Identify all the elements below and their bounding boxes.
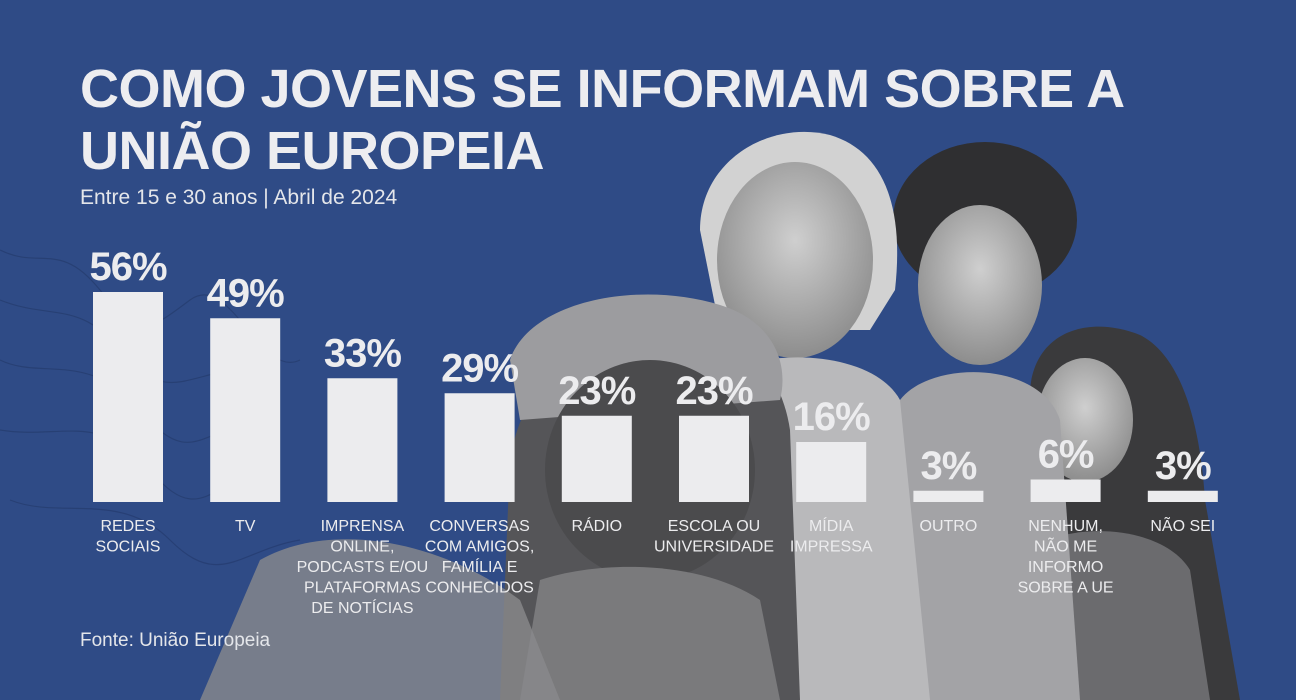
value-label-0: 56% xyxy=(89,245,166,289)
title-line-2: UNIÃO EUROPEIA xyxy=(80,121,545,181)
value-label-1: 49% xyxy=(207,271,284,315)
category-label-2-line-2: PODCASTS E/OU xyxy=(297,559,429,576)
category-label-0: REDES SOCIAIS xyxy=(96,518,161,556)
category-label-3-line-2: FAMÍLIA E xyxy=(442,557,518,576)
value-label-2: 33% xyxy=(324,331,401,375)
category-label-6: MÍDIA IMPRESSA xyxy=(790,516,873,556)
category-label-3-line-0: CONVERSAS xyxy=(429,518,529,535)
category-label-7: OUTRO xyxy=(920,518,978,535)
category-label-3: CONVERSAS COM AMIGOS, FAMÍLIA E CONHECIDOS xyxy=(425,518,534,597)
chart-subtitle: Entre 15 e 30 anos | Abril de 2024 xyxy=(80,186,398,209)
category-label-0-line-0: REDES xyxy=(100,518,155,535)
value-label-9: 3% xyxy=(1155,444,1211,488)
category-label-8-line-0: NENHUM, xyxy=(1028,518,1103,535)
category-label-8-line-2: INFORMO xyxy=(1028,559,1104,576)
category-label-5-line-0: ESCOLA OU xyxy=(668,518,760,535)
value-label-7: 3% xyxy=(920,444,976,488)
value-label-5: 23% xyxy=(675,369,752,413)
source-note: Fonte: União Europeia xyxy=(80,630,271,651)
category-label-2-line-3: PLATAFORMAS xyxy=(304,580,421,597)
bar-9 xyxy=(1147,490,1218,502)
bar-7 xyxy=(913,490,984,502)
person-curly-hair xyxy=(890,142,1080,700)
category-label-8-line-3: SOBRE A UE xyxy=(1018,580,1114,597)
category-label-6-line-1: IMPRESSA xyxy=(790,539,873,556)
category-label-8-line-1: NÃO ME xyxy=(1034,536,1097,556)
category-label-4-line-0: RÁDIO xyxy=(571,516,622,535)
value-label-8: 6% xyxy=(1038,433,1094,477)
value-label-3: 29% xyxy=(441,346,518,390)
person-with-cap xyxy=(200,294,800,700)
bar-6 xyxy=(796,442,867,502)
bar-8 xyxy=(1030,479,1101,502)
category-label-5: ESCOLA OU UNIVERSIDADE xyxy=(654,518,774,556)
value-label-6: 16% xyxy=(793,395,870,439)
chart-title: COMO JOVENS SE INFORMAM SOBRE A UNIÃO EU… xyxy=(80,58,1230,182)
category-label-9-line-0: NÃO SEI xyxy=(1150,515,1215,535)
category-label-2-line-0: IMPRENSA xyxy=(321,518,405,535)
category-label-2: IMPRENSA ONLINE, PODCASTS E/OU PLATAFORMAS D… xyxy=(297,518,429,617)
category-label-6-line-0: MÍDIA xyxy=(809,516,854,535)
category-label-1: TV xyxy=(235,518,256,535)
category-label-2-line-1: ONLINE, xyxy=(330,539,394,556)
category-label-0-line-1: SOCIAIS xyxy=(96,539,161,556)
category-label-9: NÃO SEI xyxy=(1150,515,1215,535)
category-label-5-line-1: UNIVERSIDADE xyxy=(654,539,774,556)
bar-0 xyxy=(93,292,163,502)
category-label-2-line-4: DE NOTÍCIAS xyxy=(311,598,413,617)
bar-3 xyxy=(444,393,515,502)
bar-1 xyxy=(210,318,281,502)
category-label-3-line-3: CONHECIDOS xyxy=(425,580,533,597)
category-label-8: NENHUM, NÃO ME INFORMO SOBRE A UE xyxy=(1018,518,1114,597)
bar-4 xyxy=(561,415,632,502)
category-label-3-line-1: COM AMIGOS, xyxy=(425,539,534,556)
bar-2 xyxy=(327,378,398,502)
value-label-4: 23% xyxy=(558,369,635,413)
category-label-7-line-0: OUTRO xyxy=(920,518,978,535)
category-label-1-line-0: TV xyxy=(235,518,256,535)
title-line-1: COMO JOVENS SE INFORMAM SOBRE A xyxy=(80,59,1125,119)
category-label-4: RÁDIO xyxy=(571,516,622,535)
bar-5 xyxy=(679,415,749,502)
